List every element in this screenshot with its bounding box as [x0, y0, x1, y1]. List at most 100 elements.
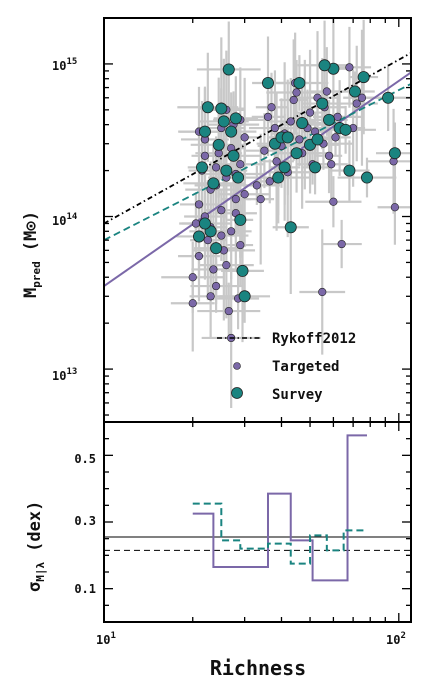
- targeted-point: [267, 103, 276, 112]
- targeted-point: [318, 287, 327, 297]
- targeted-point: [194, 252, 204, 261]
- targeted-point: [357, 93, 367, 102]
- targeted-point: [203, 236, 212, 245]
- x-tick-label-100: 102: [386, 631, 406, 647]
- survey-point: [382, 91, 395, 104]
- targeted-point: [345, 63, 354, 72]
- targeted-point: [295, 135, 304, 144]
- bottom-panel-ticks: [103, 421, 411, 622]
- targeted-point: [327, 160, 336, 169]
- survey-point: [201, 101, 214, 114]
- targeted-point: [286, 117, 295, 126]
- targeted-point: [265, 177, 274, 186]
- survey-point: [198, 125, 211, 138]
- x-tick-label-10: 101: [96, 631, 116, 647]
- survey-point: [217, 115, 230, 128]
- step-survey: [192, 502, 367, 565]
- targeted-point: [260, 146, 269, 155]
- step-targeted: [192, 434, 367, 582]
- survey-point: [316, 97, 329, 110]
- survey-point: [232, 171, 245, 184]
- survey-point: [234, 213, 247, 226]
- targeted-point: [209, 265, 218, 274]
- survey-point: [311, 133, 324, 146]
- targeted-point: [270, 123, 280, 133]
- legend-survey-marker: [231, 387, 243, 399]
- survey-point: [309, 161, 322, 174]
- survey-point: [318, 59, 331, 72]
- scatter-steps: [104, 434, 411, 582]
- survey-point: [261, 76, 274, 89]
- survey-point: [210, 242, 223, 255]
- survey-point: [196, 161, 209, 174]
- survey-point: [388, 147, 401, 160]
- targeted-point: [352, 99, 361, 108]
- mass-richness-panel: 1015 1014 1013 Mpred(M⊙) Rykoff2012 Targ…: [21, 17, 412, 423]
- fit-line-rykoff2012: [104, 52, 411, 225]
- survey-point: [296, 117, 309, 130]
- survey-point: [293, 76, 306, 89]
- y-tick-label-0.5: 0.5: [74, 452, 96, 466]
- x-axis-title: Richness: [210, 656, 306, 680]
- fit-line-targeted: [104, 71, 411, 287]
- targeted-point: [227, 227, 236, 236]
- fit-lines: [104, 52, 411, 287]
- data-points: [188, 59, 401, 343]
- targeted-point: [200, 151, 210, 160]
- survey-point: [343, 164, 356, 177]
- targeted-point: [272, 157, 281, 166]
- targeted-point: [222, 261, 231, 270]
- targeted-point: [188, 273, 197, 282]
- survey-point: [198, 217, 211, 230]
- targeted-point: [211, 163, 221, 172]
- targeted-point: [217, 231, 226, 240]
- targeted-point: [231, 195, 240, 204]
- targeted-point: [236, 160, 245, 169]
- survey-point: [192, 230, 205, 243]
- targeted-point: [256, 195, 265, 204]
- targeted-point: [236, 240, 245, 250]
- fit-line-survey: [104, 83, 411, 241]
- bottom-panel-frame: [103, 421, 412, 623]
- survey-point: [225, 125, 238, 138]
- survey-point: [360, 171, 373, 184]
- targeted-point: [263, 112, 273, 121]
- legend-label-survey: Survey: [272, 387, 323, 403]
- targeted-point: [211, 281, 221, 291]
- y-tick-label-1e13: 1013: [52, 367, 77, 383]
- survey-point: [290, 147, 303, 160]
- targeted-point: [194, 200, 204, 209]
- top-y-axis-title: Mpred(M⊙): [21, 211, 43, 298]
- targeted-point: [329, 197, 338, 206]
- survey-point: [227, 149, 240, 162]
- survey-point: [215, 102, 228, 115]
- survey-point: [236, 264, 249, 277]
- targeted-point: [240, 190, 249, 199]
- survey-point: [238, 290, 251, 303]
- scatter-panel: 0.5 0.3 0.1 σM|λ(dex) 101 102 Richness: [25, 421, 412, 680]
- targeted-point: [337, 239, 346, 249]
- targeted-point: [322, 87, 331, 96]
- y-tick-label-1e14: 1014: [52, 212, 78, 228]
- survey-point: [284, 221, 297, 234]
- survey-point: [229, 112, 242, 125]
- targeted-point: [217, 206, 226, 215]
- targeted-point: [206, 292, 215, 301]
- legend-label-rykoff2012: Rykoff2012: [272, 331, 356, 347]
- survey-point: [212, 138, 225, 151]
- survey-point: [323, 113, 336, 126]
- bottom-y-axis-title: σM|λ(dex): [25, 501, 47, 592]
- survey-point: [207, 177, 220, 190]
- targeted-point: [240, 133, 249, 142]
- survey-point: [222, 63, 235, 76]
- legend: Rykoff2012 Targeted Survey: [217, 331, 356, 403]
- targeted-point: [305, 108, 315, 117]
- targeted-point: [191, 219, 201, 228]
- legend-label-targeted: Targeted: [272, 359, 339, 375]
- targeted-point: [324, 151, 334, 160]
- targeted-point: [331, 133, 340, 142]
- survey-point: [220, 164, 233, 177]
- y-tick-label-0.3: 0.3: [74, 514, 96, 528]
- targeted-point: [289, 95, 298, 105]
